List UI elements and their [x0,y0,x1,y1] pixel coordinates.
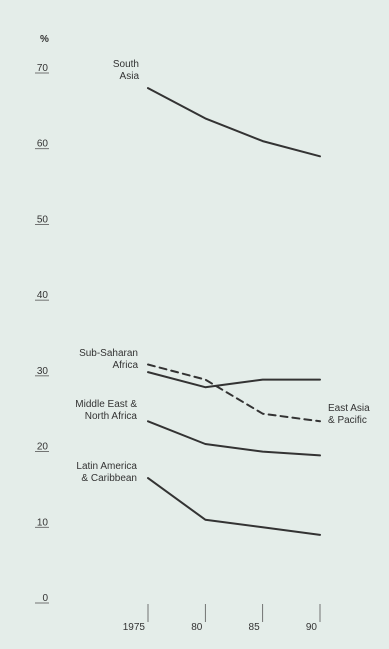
y-tick-label: 10 [37,517,49,528]
y-tick-label: 40 [37,290,49,301]
x-tick-label: 90 [306,622,318,633]
y-axis: % 70 60 50 40 30 20 10 0 [35,34,49,604]
series-line-0 [147,87,321,158]
series-line-1 [147,371,321,389]
y-tick-label: 70 [37,63,49,74]
series-label-3: Middle East & North Africa [75,399,137,422]
series-line-4 [147,477,321,536]
series-label-2: East Asia & Pacific [328,403,370,426]
y-tick-label: 50 [37,214,49,225]
y-tick-label: 20 [37,442,49,453]
y-tick-label: 0 [42,593,48,604]
y-tick-label: 30 [37,366,49,377]
series-lines [147,87,321,536]
series-labels: South Asia Sub-Saharan Africa East Asia & Pac… [75,59,370,484]
series-label-4: Latin America & Caribbean [76,461,137,484]
series-line-2 [147,363,321,423]
series-line-3 [147,420,321,457]
x-tick-label: 1975 [123,622,146,633]
series-label-0: South Asia [113,59,140,82]
y-axis-unit-label: % [40,34,49,45]
y-tick-label: 60 [37,139,49,150]
x-tick-label: 80 [191,622,203,633]
x-tick-label: 85 [249,622,261,633]
x-axis: 1975 80 85 90 [123,604,321,633]
series-label-1: Sub-Saharan Africa [79,348,138,371]
